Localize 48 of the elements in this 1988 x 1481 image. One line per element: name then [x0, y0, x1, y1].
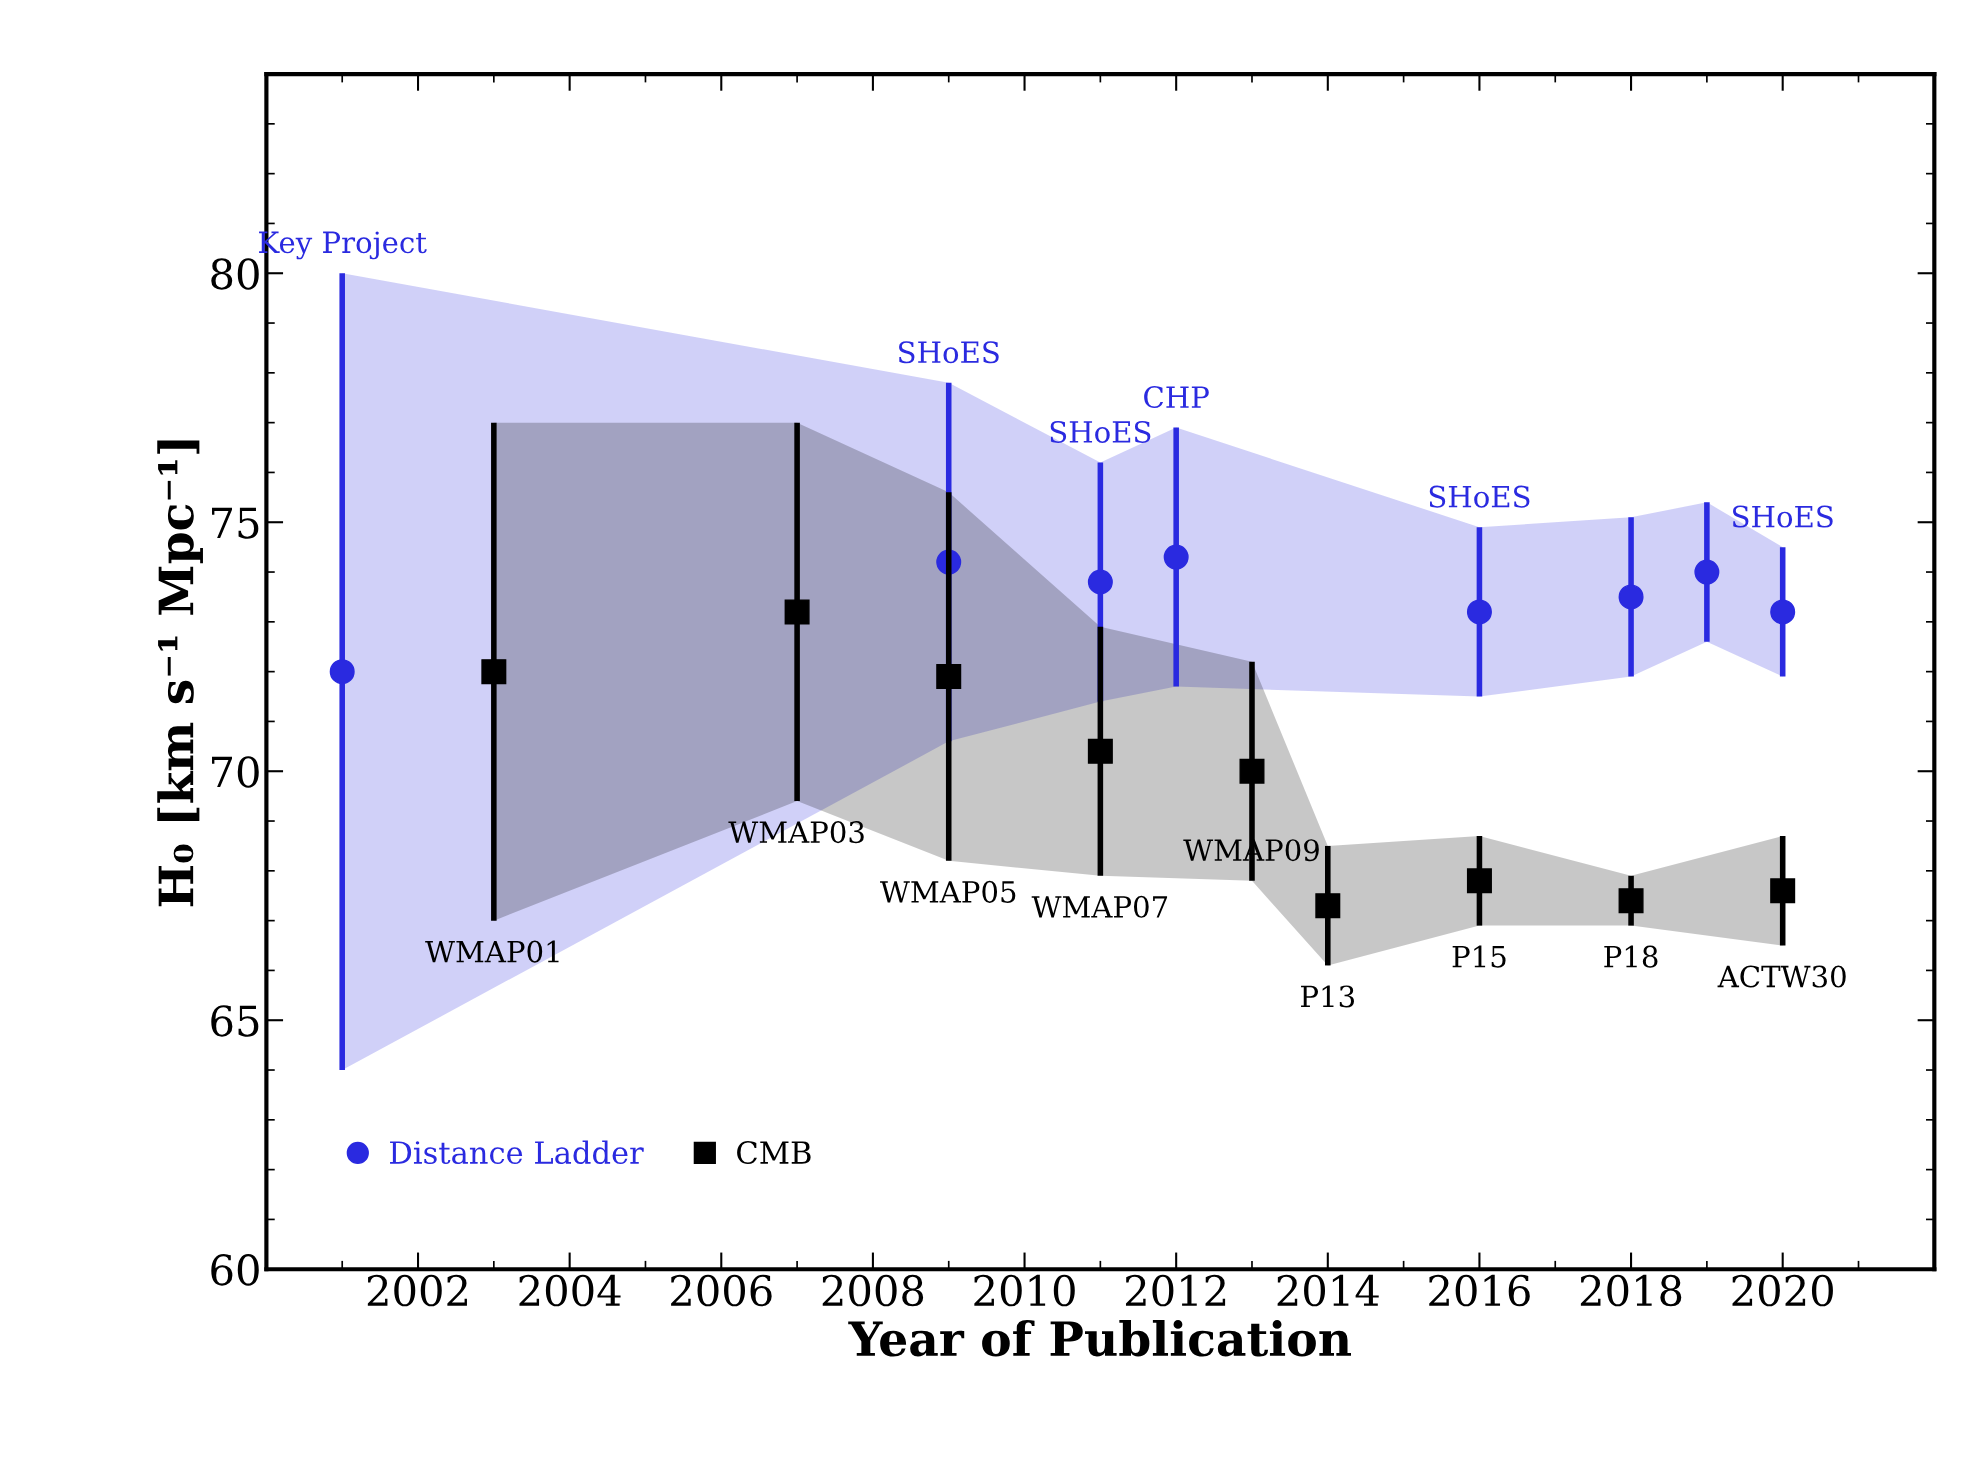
- point: [1770, 599, 1796, 625]
- annotation: WMAP07: [1031, 895, 1168, 918]
- annotation: SHoES: [1050, 420, 1151, 443]
- point: [1694, 559, 1720, 585]
- annotation: SHoES: [1429, 485, 1530, 508]
- x-tick-label: 2004: [519, 1274, 621, 1307]
- y-tick-label: 70: [212, 756, 259, 788]
- x-tick-label: 2012: [1125, 1274, 1226, 1307]
- legend-label: Distance Ladder: [390, 1140, 644, 1165]
- point: [1618, 584, 1644, 610]
- point: [1466, 599, 1492, 625]
- annotation: WMAP05: [880, 880, 1016, 903]
- annotation: WMAP01: [425, 940, 559, 963]
- annotation: P15: [1452, 945, 1506, 968]
- point: [784, 599, 810, 625]
- legend-label: CMB: [737, 1140, 811, 1165]
- annotation: SHoES: [899, 341, 999, 364]
- annotation: SHoES: [1733, 505, 1833, 528]
- point: [1315, 893, 1341, 919]
- point: [1087, 738, 1113, 764]
- y-tick-label: 80: [211, 258, 259, 290]
- point: [1239, 758, 1265, 784]
- annotation: P18: [1604, 945, 1658, 968]
- y-tick-label: 65: [211, 1005, 259, 1037]
- annotation: CHP: [1144, 386, 1209, 409]
- point: [481, 659, 507, 685]
- y-axis-title: H₀ [km s⁻¹ Mpc⁻¹]: [157, 440, 203, 907]
- annotation: ACTW30: [1717, 965, 1846, 988]
- y-tick-label: 60: [211, 1254, 259, 1286]
- point: [1770, 878, 1796, 904]
- point: [936, 664, 962, 690]
- x-tick-label: 2016: [1429, 1274, 1530, 1307]
- y-tick-label: 75: [212, 507, 259, 539]
- x-tick-label: 2018: [1580, 1274, 1682, 1307]
- x-tick-label: 2020: [1732, 1274, 1833, 1307]
- x-tick-label: 2008: [822, 1274, 924, 1307]
- x-tick-label: 2002: [367, 1274, 467, 1307]
- x-tick-label: 2006: [671, 1274, 772, 1307]
- x-tick-label: 2014: [1277, 1274, 1379, 1307]
- x-tick-label: 2010: [974, 1274, 1075, 1307]
- annotation: P13: [1301, 985, 1355, 1008]
- point: [1087, 569, 1113, 595]
- annotation: WMAP03: [728, 821, 864, 844]
- point: [1163, 544, 1189, 570]
- point: [329, 659, 355, 685]
- point: [1466, 868, 1492, 894]
- x-axis-title: Year of Publication: [848, 1319, 1351, 1357]
- point: [1618, 888, 1644, 914]
